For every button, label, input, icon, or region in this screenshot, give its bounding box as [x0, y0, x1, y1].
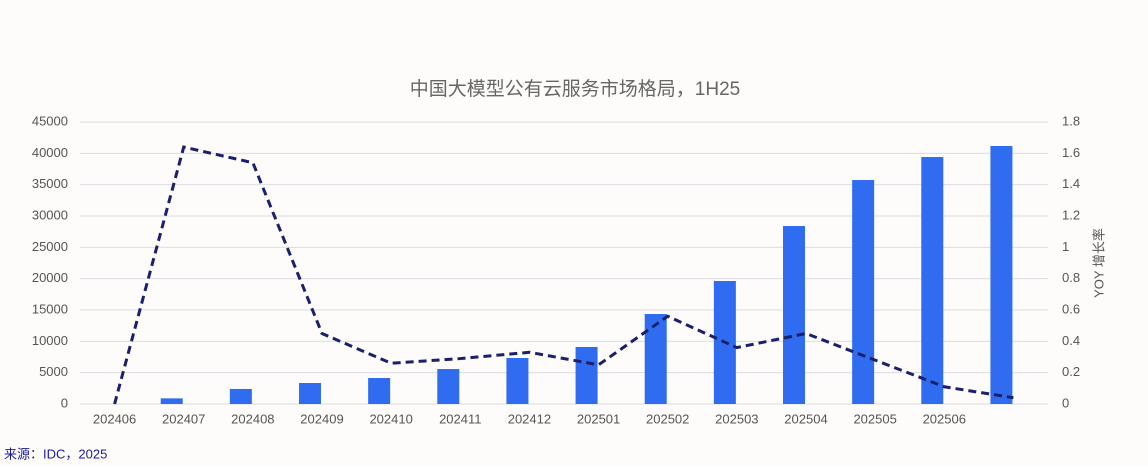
y-tick-label: 10000 — [32, 333, 68, 348]
y-tick-label: 15000 — [32, 301, 68, 316]
bar — [644, 314, 667, 404]
x-tick-label: 202411 — [439, 411, 481, 426]
bar — [990, 146, 1013, 404]
y-tick-label: 30000 — [32, 207, 68, 222]
y-tick-label: 45000 — [32, 113, 68, 128]
bar — [852, 180, 875, 404]
y-tick-label: 0 — [61, 395, 68, 410]
x-tick-label: 202504 — [784, 411, 827, 426]
y-tick-label: 25000 — [32, 239, 68, 254]
y-tick-label: 20000 — [32, 270, 68, 285]
x-tick-label: 202412 — [508, 411, 551, 426]
bar — [575, 346, 598, 404]
y2-tick-label: 0.6 — [1062, 301, 1080, 316]
bar — [437, 369, 460, 404]
x-tick-label: 202506 — [923, 411, 966, 426]
x-tick-label: 202502 — [646, 411, 689, 426]
bar — [299, 383, 321, 404]
x-tick-label: 202505 — [853, 411, 896, 426]
bar — [160, 398, 183, 404]
x-tick-label: 202410 — [369, 411, 412, 426]
y2-tick-label: 1.4 — [1062, 176, 1080, 191]
x-tick-label: 202407 — [162, 411, 205, 426]
y-tick-label: 5000 — [39, 364, 68, 379]
chart-title: 中国大模型公有云服务市场格局，1H25 — [410, 78, 740, 100]
bar — [229, 388, 252, 404]
bar — [783, 226, 805, 404]
y2-tick-label: 1.6 — [1062, 145, 1080, 160]
y2-tick-label: 0.2 — [1062, 364, 1080, 379]
y2-tick-label: 1 — [1062, 239, 1069, 254]
line — [113, 145, 1014, 405]
y2-axis-label: YOY 增长率 — [1091, 228, 1106, 298]
y2-tick-label: 0 — [1062, 395, 1069, 410]
x-tick-label: 202503 — [715, 411, 758, 426]
x-tick-label: 202409 — [300, 411, 343, 426]
y2-tick-label: 1.2 — [1062, 207, 1080, 222]
y-tick-label: 35000 — [32, 176, 68, 191]
y2-tick-label: 0.4 — [1062, 333, 1080, 348]
x-tick-label: 202406 — [93, 411, 136, 426]
bar — [506, 358, 529, 404]
y-tick-label: 40000 — [32, 145, 68, 160]
source: 来源：IDC，2025 — [4, 446, 107, 461]
x-tick-label: 202408 — [231, 411, 274, 426]
y2-tick-label: 0.8 — [1062, 270, 1080, 285]
bar — [921, 157, 944, 404]
x-tick-label: 202501 — [577, 411, 620, 426]
bar — [368, 377, 391, 404]
y2-tick-label: 1.8 — [1062, 113, 1080, 128]
